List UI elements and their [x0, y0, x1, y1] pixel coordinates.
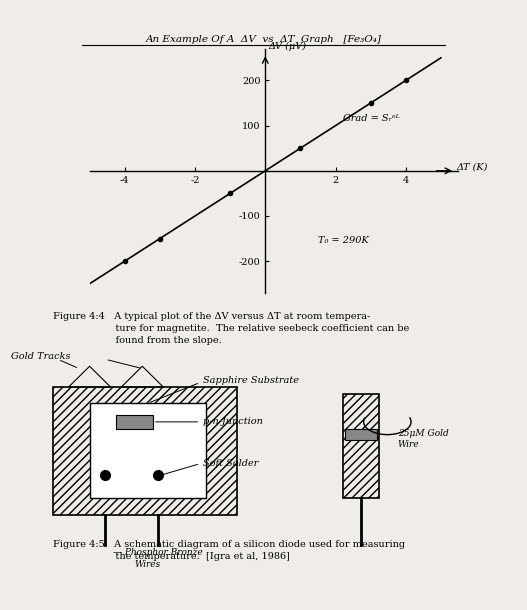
Bar: [345, 429, 377, 440]
Text: ΔV (μV): ΔV (μV): [268, 42, 306, 51]
Text: Gold Tracks: Gold Tracks: [11, 353, 70, 362]
Text: Figure 4:5   A schematic diagram of a silicon diode used for measuring
         : Figure 4:5 A schematic diagram of a sili…: [53, 540, 405, 561]
Text: 25μM Gold: 25μM Gold: [398, 429, 448, 438]
Bar: [90, 403, 206, 498]
Text: T₀ = 290K: T₀ = 290K: [318, 236, 369, 245]
Text: ΔT (K): ΔT (K): [457, 163, 488, 171]
Text: p-n Junction: p-n Junction: [203, 417, 263, 426]
Bar: [116, 415, 153, 429]
Text: Grad = Sᵣᵉᴸ: Grad = Sᵣᵉᴸ: [343, 114, 399, 123]
Text: Wires: Wires: [134, 560, 161, 569]
Text: Wire: Wire: [398, 440, 419, 450]
Text: Figure 4:4   A typical plot of the ΔV versus ΔT at room tempera-
               : Figure 4:4 A typical plot of the ΔV vers…: [53, 312, 409, 345]
Text: Sapphire Substrate: Sapphire Substrate: [203, 376, 299, 385]
Bar: [343, 394, 379, 498]
Bar: [53, 387, 237, 515]
Text: An Example Of A  ΔV  vs  ΔT  Graph   [Fe₃O₄]: An Example Of A ΔV vs ΔT Graph [Fe₃O₄]: [145, 35, 382, 44]
Text: — Phosphor Bronze: — Phosphor Bronze: [113, 548, 203, 557]
Text: Soft Solder: Soft Solder: [203, 459, 258, 468]
